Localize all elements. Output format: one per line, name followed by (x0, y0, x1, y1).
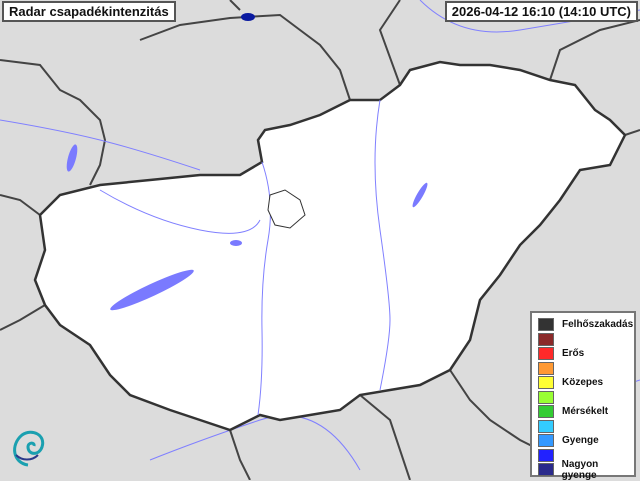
legend-swatch (538, 347, 554, 360)
service-logo-icon (13, 430, 45, 467)
legend-swatch (538, 419, 554, 433)
legend-swatch (538, 448, 554, 462)
legend-swatch (538, 376, 554, 389)
legend-item: Mérsékelt (538, 405, 608, 418)
hungary-country (33, 60, 627, 432)
legend-item (538, 390, 562, 404)
legend-swatch (538, 463, 554, 476)
legend-item: Erős (538, 347, 584, 360)
legend-item (538, 332, 562, 346)
legend-item: Nagyon gyenge (538, 459, 634, 481)
timestamp: 2026-04-12 16:10 (14:10 UTC) (444, 1, 638, 22)
lake-balaton (110, 269, 194, 311)
legend-item (538, 361, 562, 375)
budapest-outline (267, 189, 306, 229)
legend-swatch (538, 405, 554, 418)
legend-item: Közepes (538, 376, 603, 389)
lakes (66, 144, 428, 311)
legend-item (538, 419, 562, 433)
map-title: Radar csapadékintenzitás (2, 1, 176, 22)
legend-swatch (538, 361, 554, 375)
legend-label: Gyenge (562, 435, 599, 446)
legend-swatch (538, 332, 554, 346)
legend-label: Nagyon gyenge (561, 458, 599, 481)
legend-label: Mérsékelt (562, 406, 609, 417)
legend-swatch (538, 434, 554, 447)
legend-swatch (538, 318, 554, 331)
legend-item (538, 448, 562, 462)
legend: Felhőszakadás Erős Közepes Mérsékelt Gyenge N… (530, 311, 636, 481)
lake-velence (230, 240, 242, 246)
legend-label: Felhőszakadás (562, 319, 634, 330)
legend-label: Közepes (562, 377, 604, 388)
legend-item: Gyenge (538, 434, 599, 447)
legend-item: Felhőszakadás (538, 318, 633, 331)
lake-tisza (412, 182, 428, 208)
lake-neusiedl (66, 144, 78, 172)
legend-swatch (538, 390, 554, 404)
legend-label: Erős (562, 348, 585, 359)
radar-echo (241, 13, 255, 21)
